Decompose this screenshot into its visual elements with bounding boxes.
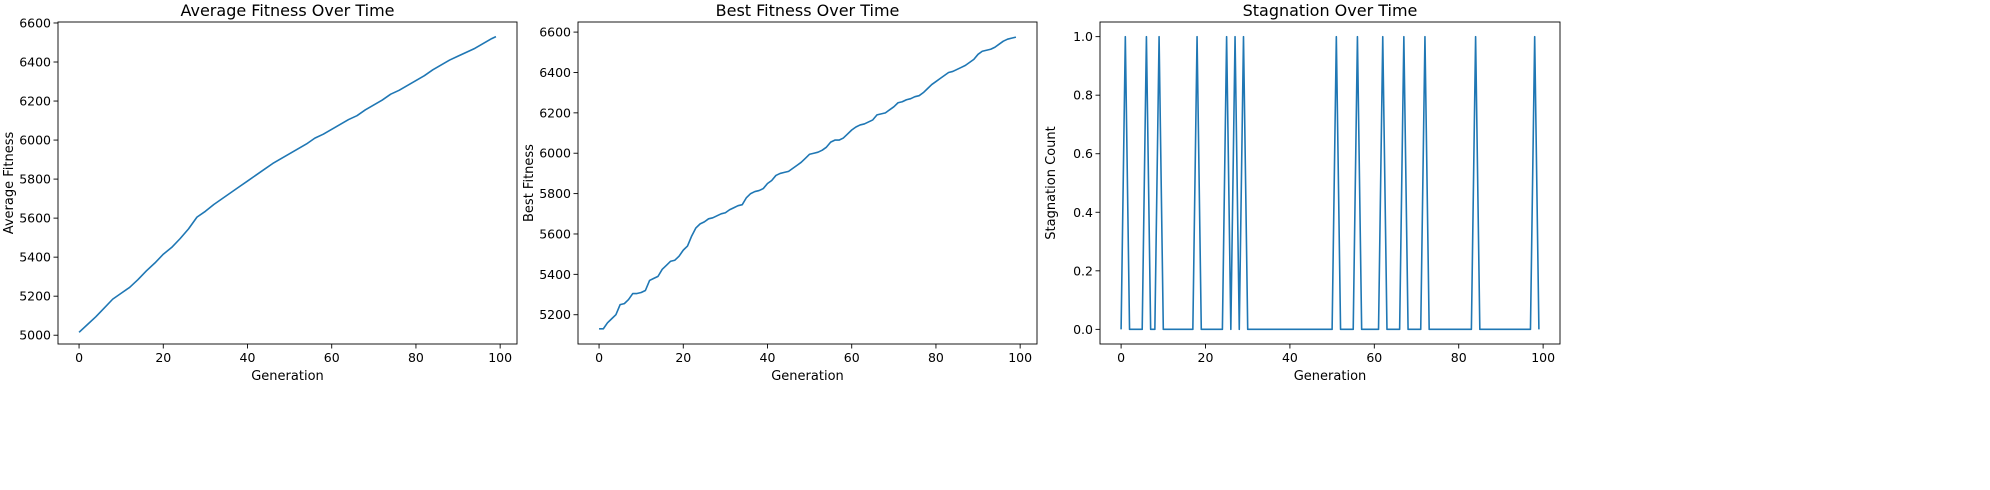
y-axis-label: Stagnation Count — [1044, 126, 1059, 239]
chart-title: Best Fitness Over Time — [716, 1, 900, 20]
x-tick-label: 0 — [1117, 350, 1125, 365]
x-tick-label: 20 — [1198, 350, 1214, 365]
y-tick-label: 6200 — [539, 105, 571, 120]
x-tick-label: 60 — [844, 350, 860, 365]
x-tick-label: 20 — [155, 350, 171, 365]
x-tick-label: 100 — [1008, 350, 1032, 365]
y-tick-label: 5000 — [19, 328, 51, 343]
x-tick-label: 80 — [1451, 350, 1467, 365]
chart-panel-2: Best Fitness Over Time Generation Best Fit… — [522, 1, 1038, 384]
y-tick-label: 5400 — [539, 267, 571, 282]
x-tick-label: 40 — [760, 350, 776, 365]
x-tick-label: 60 — [1366, 350, 1382, 365]
x-tick-label: 0 — [75, 350, 83, 365]
y-tick-label: 5200 — [539, 307, 571, 322]
y-tick-label: 5800 — [539, 186, 571, 201]
x-tick-label: 0 — [595, 350, 603, 365]
x-tick-label: 20 — [675, 350, 691, 365]
series-line — [1120, 35, 1540, 331]
y-tick-label: 6000 — [539, 146, 571, 161]
x-axis-label: Generation — [771, 369, 844, 384]
x-tick-label: 80 — [408, 350, 424, 365]
y-tick-label: 0.8 — [1073, 88, 1093, 103]
chart-panel-1: Average Fitness Over Time Generation Avera… — [2, 1, 518, 384]
x-axis-label: Generation — [1294, 369, 1367, 384]
y-axis-label: Average Fitness — [2, 132, 17, 235]
y-tick-label: 5600 — [19, 211, 51, 226]
x-tick-label: 60 — [324, 350, 340, 365]
y-tick-label: 5400 — [19, 250, 51, 265]
chart-title: Average Fitness Over Time — [180, 1, 394, 20]
y-tick-label: 6400 — [539, 65, 571, 80]
y-tick-label: 5200 — [19, 289, 51, 304]
axes-frame — [1099, 21, 1561, 345]
series-line — [599, 36, 1017, 330]
y-tick-label: 6400 — [19, 55, 51, 70]
x-tick-label: 100 — [1531, 350, 1555, 365]
y-axis-label: Best Fitness — [522, 144, 537, 222]
x-tick-label: 100 — [488, 350, 512, 365]
y-tick-label: 5800 — [19, 172, 51, 187]
y-tick-label: 6000 — [19, 133, 51, 148]
x-tick-label: 80 — [928, 350, 944, 365]
y-tick-label: 0.4 — [1073, 205, 1093, 220]
series-line — [78, 35, 497, 333]
x-tick-label: 40 — [1282, 350, 1298, 365]
x-tick-label: 40 — [240, 350, 256, 365]
y-tick-label: 5600 — [539, 226, 571, 241]
y-tick-label: 6600 — [539, 25, 571, 40]
x-axis-label: Generation — [251, 369, 324, 384]
y-tick-label: 0.2 — [1073, 263, 1093, 278]
y-tick-label: 0.0 — [1073, 322, 1093, 337]
chart-title: Stagnation Over Time — [1243, 1, 1418, 20]
axes-frame — [57, 21, 518, 345]
chart-panel-3: Stagnation Over Time Generation Stagnation… — [1044, 1, 1561, 384]
y-tick-label: 6600 — [19, 15, 51, 30]
y-tick-label: 6200 — [19, 94, 51, 109]
y-tick-label: 1.0 — [1073, 29, 1093, 44]
axes-frame — [577, 21, 1038, 345]
y-tick-label: 0.6 — [1073, 146, 1093, 161]
